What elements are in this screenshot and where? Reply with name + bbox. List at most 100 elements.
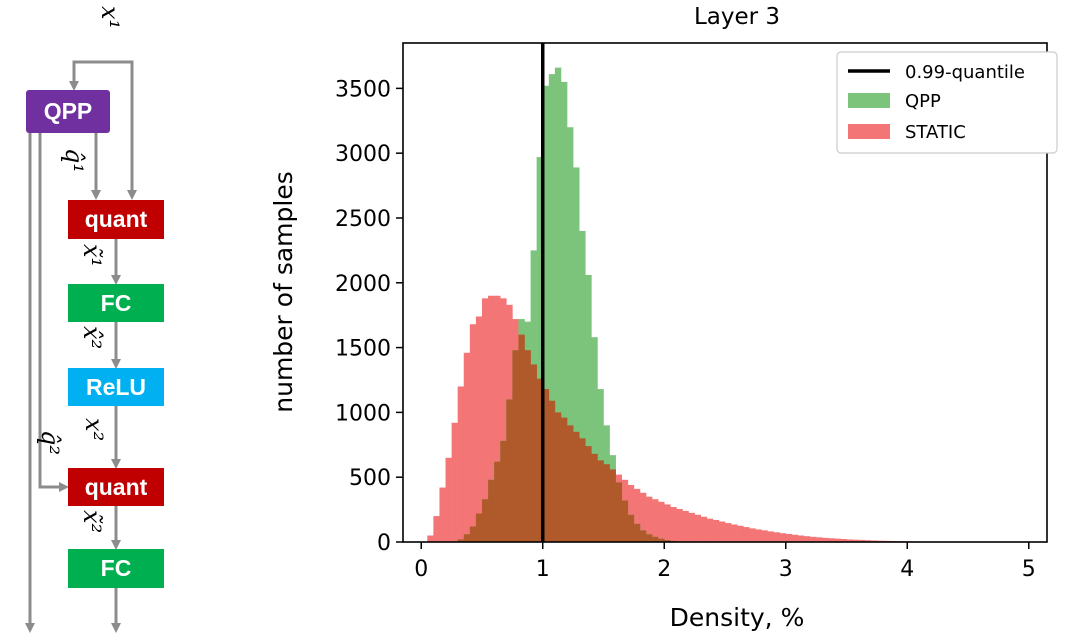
static-bar (670, 507, 676, 542)
static-bar (446, 458, 452, 542)
static-bar (737, 526, 743, 542)
q2-label: q̂² (36, 430, 64, 455)
quant-box-2: quant (68, 468, 164, 506)
overlap-bar (506, 399, 512, 542)
static-bar (768, 531, 774, 542)
x-axis-label: Density, % (670, 603, 805, 632)
static-bar (664, 504, 670, 542)
x2-label: x² (80, 418, 108, 441)
overlap-bar (610, 469, 616, 542)
x-tick-label: 4 (900, 557, 914, 582)
overlap-bar (525, 350, 531, 542)
chart-title: Layer 3 (694, 4, 780, 30)
static-bar (689, 513, 695, 542)
xt2-label: x̃² (78, 510, 106, 533)
y-tick-label: 2000 (335, 272, 391, 297)
overlap-bar (549, 401, 555, 542)
overlap-bar (585, 446, 591, 542)
overlap-bar (494, 462, 500, 542)
quant-box-1: quant (68, 200, 164, 239)
static-bar (749, 528, 755, 542)
overlap-bar (561, 418, 567, 542)
y-tick-label: 0 (377, 531, 391, 556)
static-bar (439, 488, 445, 542)
static-bar (427, 536, 433, 542)
static-bar (695, 515, 701, 542)
static-bar (470, 324, 476, 542)
overlap-bar (573, 432, 579, 542)
static-bar (682, 511, 688, 542)
static-bar (725, 523, 731, 542)
legend-qpp-swatch (848, 93, 890, 108)
input-x1-label: x¹ (96, 6, 124, 29)
overlap-bar (567, 425, 573, 542)
static-bar (701, 517, 707, 542)
static-bar (452, 423, 458, 542)
static-bar (755, 529, 761, 542)
overlap-bar (622, 501, 628, 542)
fc-box-1: FC (68, 284, 164, 322)
static-bar (731, 525, 737, 543)
y-tick-label: 500 (349, 466, 391, 491)
static-bar (792, 535, 798, 542)
static-bar (719, 522, 725, 542)
y-axis: 0 500 1000 1500 2000 2500 3000 3500 (335, 77, 403, 556)
static-bar (713, 520, 719, 542)
static-bar (652, 499, 658, 542)
legend-quantile-label: 0.99-quantile (905, 62, 1025, 83)
overlap-bar (579, 438, 585, 542)
x-tick-label: 3 (779, 557, 793, 582)
y-tick-label: 1500 (335, 337, 391, 362)
overlap-bar (512, 350, 518, 542)
overlap-bar (597, 460, 603, 542)
y-axis-label: number of samples (269, 171, 298, 412)
static-bar (786, 534, 792, 542)
overlap-bar (640, 530, 646, 542)
x-tick-label: 2 (657, 557, 671, 582)
fc-box-2: FC (68, 549, 164, 588)
static-bar (676, 509, 682, 542)
overlap-bar (518, 335, 524, 542)
q1-label: q̂¹ (60, 148, 88, 173)
xh2-label: x̂² (78, 326, 106, 349)
y-tick-label: 1000 (335, 401, 391, 426)
overlap-bar (646, 534, 652, 542)
xt1-label: x̃¹ (78, 244, 106, 267)
overlap-bar (464, 534, 470, 542)
legend-static-label: STATIC (905, 122, 966, 143)
static-bar (774, 532, 780, 542)
legend-qpp-label: QPP (905, 91, 941, 112)
static-bar (476, 316, 482, 542)
overlap-bar (603, 464, 609, 542)
legend: 0.99-quantile QPP STATIC (837, 52, 1057, 153)
x-tick-label: 5 (1022, 557, 1036, 582)
y-tick-label: 2500 (335, 207, 391, 232)
static-bar (707, 519, 713, 542)
static-bar (804, 536, 810, 542)
overlap-bar (555, 412, 561, 542)
pipeline-diagram: QPP quant FC ReLU quant FC x¹ q̂¹ x̃¹ x̂… (0, 0, 240, 634)
relu-box: ReLU (68, 368, 164, 406)
overlap-bar (488, 480, 494, 542)
overlap-bar (634, 524, 640, 542)
y-tick-label: 3500 (335, 77, 391, 102)
overlap-bar (482, 499, 488, 542)
qpp-box: QPP (26, 90, 110, 133)
overlap-bar (470, 526, 476, 542)
overlap-bar (628, 515, 634, 542)
static-bar (761, 530, 767, 542)
static-bar (798, 536, 804, 542)
static-bar (433, 516, 439, 542)
overlap-bar (591, 454, 597, 542)
overlap-bar (500, 441, 506, 542)
static-bar (780, 533, 786, 542)
y-tick-label: 3000 (335, 142, 391, 167)
static-bar (743, 527, 749, 542)
overlap-bar (476, 513, 482, 542)
legend-static-swatch (848, 124, 890, 139)
static-bar (658, 502, 664, 542)
static-bar (458, 386, 464, 542)
